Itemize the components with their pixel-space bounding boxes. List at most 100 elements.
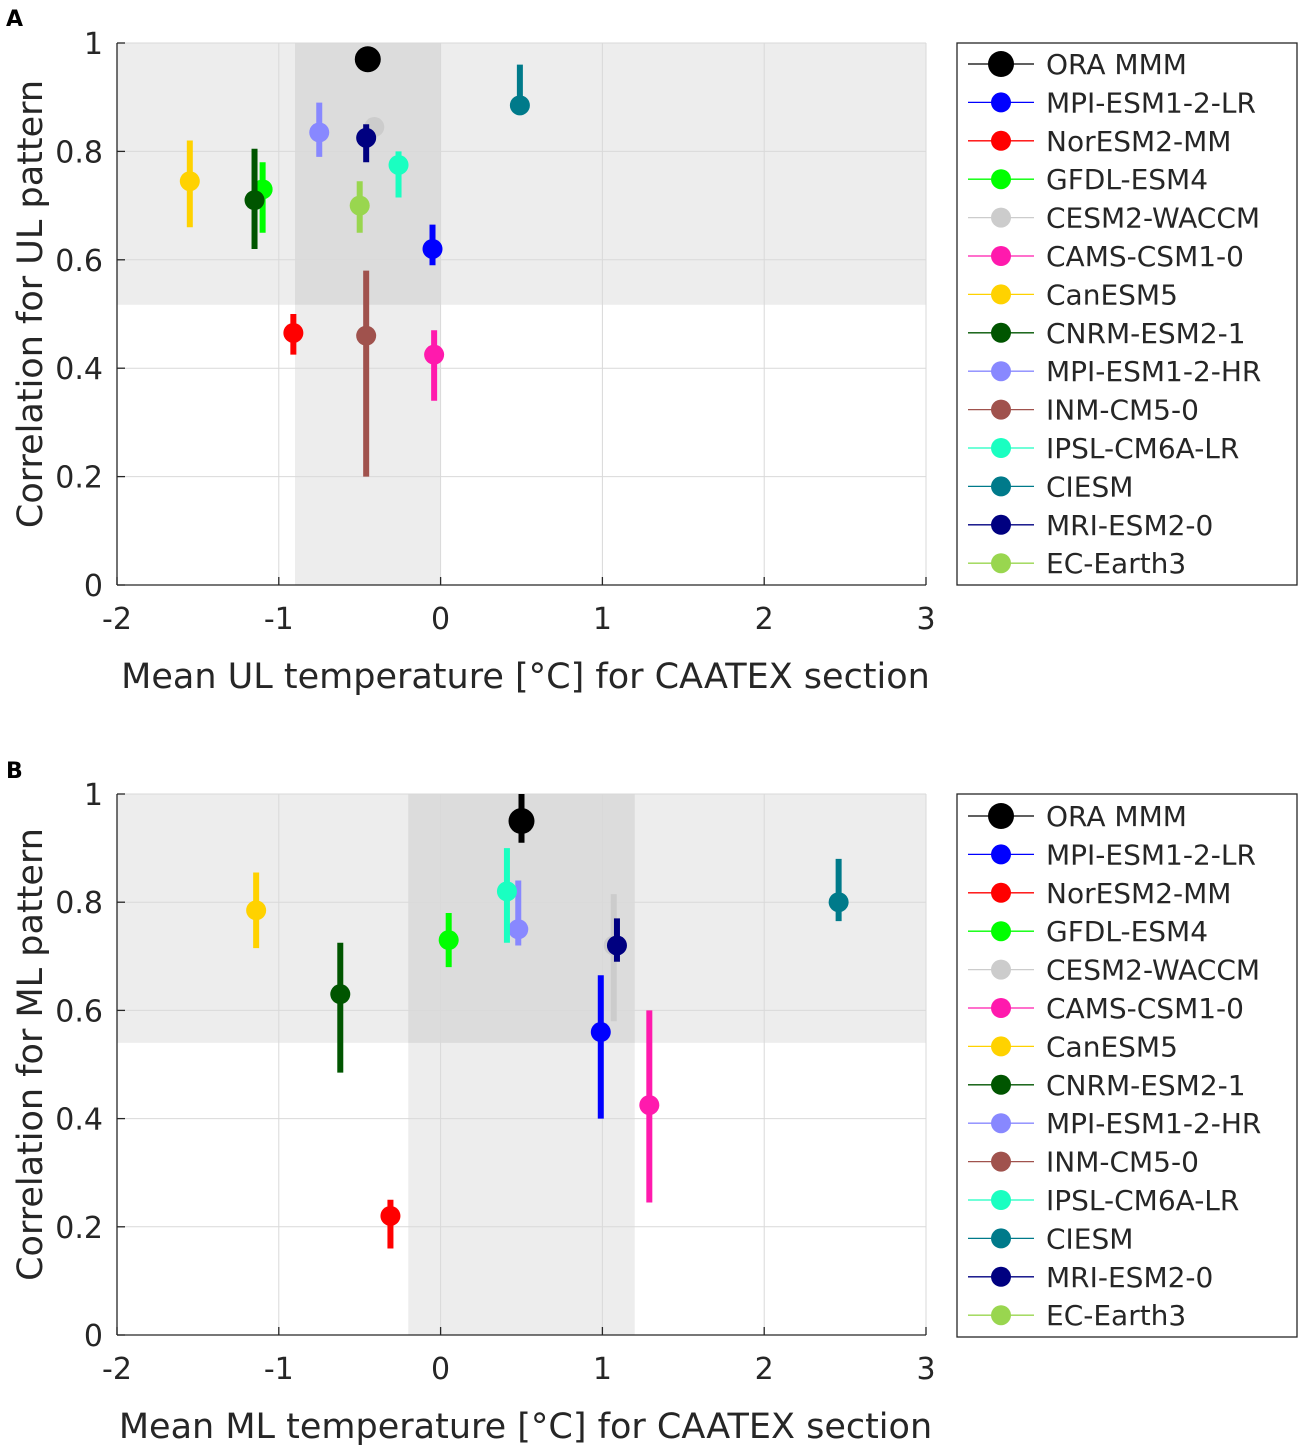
y-tick-label: 1 bbox=[84, 27, 103, 62]
legend-entry: CESM2-WACCM bbox=[968, 954, 1260, 987]
series-cams-csm1-0 bbox=[639, 1010, 660, 1203]
legend-marker bbox=[991, 844, 1011, 865]
legend-label: CNRM-ESM2-1 bbox=[1046, 317, 1246, 350]
y-tick-label: 0 bbox=[84, 569, 103, 604]
y-axis-label: Correlation for ML pattern bbox=[11, 828, 51, 1281]
x-tick-label: 1 bbox=[593, 1352, 612, 1387]
legend-label: NorESM2-MM bbox=[1046, 877, 1231, 910]
x-tick-label: -1 bbox=[264, 602, 294, 637]
y-tick-label: 0.4 bbox=[55, 352, 103, 387]
data-point bbox=[309, 122, 330, 143]
data-point bbox=[380, 1205, 401, 1226]
series-mpi-esm1-2-lr bbox=[422, 224, 443, 266]
data-point bbox=[496, 881, 517, 902]
legend-label: INM-CM5-0 bbox=[1046, 1146, 1199, 1179]
legend-entry: GFDL-ESM4 bbox=[968, 915, 1208, 948]
legend-marker bbox=[991, 1074, 1011, 1095]
legend-box bbox=[956, 793, 1298, 1338]
panel-a: A -2 -1 0 1 2 3 0 0.2 0.4 0.6 0.8 1 Mean UL temperatu… bbox=[6, 7, 1298, 697]
y-tick-label: 0.8 bbox=[55, 886, 103, 921]
data-point bbox=[356, 325, 377, 346]
x-tick-label: 3 bbox=[916, 602, 935, 637]
y-tick-label: 0.6 bbox=[55, 994, 103, 1029]
legend-entry: MPI-ESM1-2-LR bbox=[968, 838, 1256, 871]
legend-entry: CNRM-ESM2-1 bbox=[968, 1069, 1246, 1102]
legend-label: CNRM-ESM2-1 bbox=[1046, 1069, 1246, 1102]
series-canesm5 bbox=[179, 140, 200, 228]
series-canesm5 bbox=[246, 872, 267, 949]
legend-entry: GFDL-ESM4 bbox=[968, 163, 1208, 196]
data-point bbox=[246, 900, 267, 921]
legend-entry: MPI-ESM1-2-HR bbox=[968, 355, 1261, 388]
legend-label: MRI-ESM2-0 bbox=[1046, 1261, 1213, 1294]
legend-marker bbox=[991, 130, 1011, 151]
data-point bbox=[356, 127, 377, 148]
legend-entry: IPSL-CM6A-LR bbox=[968, 432, 1239, 465]
legend-marker bbox=[991, 1151, 1011, 1172]
x-tick-label: -1 bbox=[264, 1352, 294, 1387]
y-tick-label: 0.2 bbox=[55, 461, 103, 496]
legend-marker bbox=[991, 514, 1011, 535]
legend-label: CanESM5 bbox=[1046, 278, 1178, 311]
legend-entry: INM-CM5-0 bbox=[968, 394, 1199, 427]
legend-marker bbox=[991, 322, 1011, 343]
legend-marker bbox=[991, 921, 1011, 942]
y-tick-label: 0 bbox=[84, 1319, 103, 1354]
legend-marker bbox=[991, 959, 1011, 980]
data-point bbox=[422, 238, 443, 259]
data-series bbox=[246, 794, 849, 1249]
series-cams-csm1-0 bbox=[424, 330, 445, 401]
legend-label: CAMS-CSM1-0 bbox=[1046, 992, 1244, 1025]
legend-marker bbox=[991, 1036, 1011, 1057]
legend-marker bbox=[991, 1228, 1011, 1249]
legend-entry: CAMS-CSM1-0 bbox=[968, 240, 1244, 273]
data-point bbox=[590, 1022, 611, 1043]
legend-label: GFDL-ESM4 bbox=[1046, 163, 1208, 196]
data-point bbox=[438, 930, 459, 951]
legend-label: CAMS-CSM1-0 bbox=[1046, 240, 1244, 273]
data-point bbox=[508, 808, 535, 835]
series-cnrm-esm2-1 bbox=[330, 942, 351, 1073]
legend-label: MPI-ESM1-2-LR bbox=[1046, 86, 1256, 119]
legend-marker bbox=[988, 803, 1014, 829]
legend-entry: MPI-ESM1-2-LR bbox=[968, 86, 1256, 119]
x-tick-label: 1 bbox=[593, 602, 612, 637]
legend-marker bbox=[988, 51, 1014, 77]
legend-entry: MRI-ESM2-0 bbox=[968, 509, 1213, 542]
legend-entry: CIESM bbox=[968, 1222, 1133, 1255]
legend-label: EC-Earth3 bbox=[1046, 547, 1186, 580]
series-ora-mmm bbox=[508, 794, 535, 843]
series-mpi-esm1-2-lr bbox=[590, 975, 611, 1119]
legend-entry: CanESM5 bbox=[968, 1030, 1178, 1063]
legend-marker bbox=[991, 1305, 1011, 1326]
legend-marker bbox=[991, 399, 1011, 420]
legend-entry: CESM2-WACCM bbox=[968, 202, 1260, 235]
legend-label: MPI-ESM1-2-HR bbox=[1046, 355, 1261, 388]
y-tick-label: 0.2 bbox=[55, 1211, 103, 1246]
x-axis-label: Mean ML temperature [°C] for CAATEX sect… bbox=[119, 1407, 932, 1447]
panel-letter: A bbox=[6, 7, 23, 32]
legend-marker bbox=[991, 882, 1011, 903]
data-point bbox=[388, 154, 409, 175]
legend-marker bbox=[991, 92, 1011, 113]
data-series bbox=[179, 46, 530, 477]
data-point bbox=[349, 195, 370, 216]
legend-label: CESM2-WACCM bbox=[1046, 202, 1260, 235]
legend-label: ORA MMM bbox=[1046, 48, 1187, 81]
y-tick-label: 0.6 bbox=[55, 244, 103, 279]
series-mri-esm2-0 bbox=[356, 124, 377, 163]
series-noresm2-mm bbox=[380, 1199, 401, 1249]
series-mpi-esm1-2-hr bbox=[508, 880, 529, 946]
legend-label: ORA MMM bbox=[1046, 800, 1187, 833]
x-tick-label: 3 bbox=[916, 1352, 935, 1387]
legend-label: INM-CM5-0 bbox=[1046, 394, 1199, 427]
series-mri-esm2-0 bbox=[606, 918, 627, 962]
data-point bbox=[244, 190, 265, 211]
series-inm-cm5-0 bbox=[356, 270, 377, 477]
legend-box bbox=[956, 42, 1298, 586]
data-point bbox=[354, 46, 381, 73]
panel-letter: B bbox=[6, 759, 23, 784]
legend-entry: CNRM-ESM2-1 bbox=[968, 317, 1246, 350]
legend: ORA MMM MPI-ESM1-2-LR NorESM2-MM GFDL-ESM4 C… bbox=[956, 793, 1298, 1338]
legend-label: EC-Earth3 bbox=[1046, 1299, 1186, 1332]
